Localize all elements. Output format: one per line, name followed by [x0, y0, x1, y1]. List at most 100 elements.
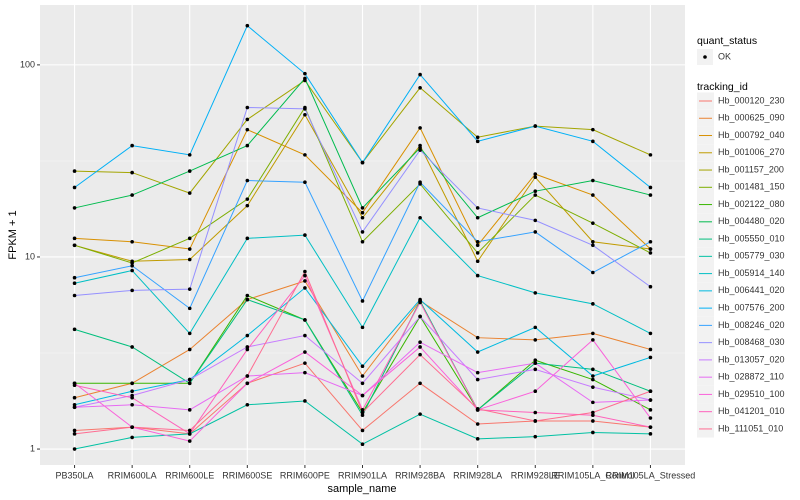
data-point	[360, 210, 365, 215]
data-point	[303, 112, 307, 117]
x-tick-label: RRIM901LA	[338, 470, 387, 480]
data-point	[187, 191, 192, 195]
legend-label: Hb_000625_090	[718, 113, 785, 123]
data-point	[187, 306, 192, 311]
data-point	[533, 358, 538, 363]
data-point	[72, 281, 77, 286]
data-point	[648, 239, 653, 244]
data-point	[533, 175, 538, 180]
data-point	[648, 284, 653, 289]
data-point	[360, 442, 365, 446]
data-point	[130, 389, 134, 394]
data-point	[591, 239, 595, 244]
color-legend-title: tracking_id	[697, 81, 748, 93]
legend-label: Hb_001481_150	[718, 182, 785, 192]
data-point	[591, 270, 595, 275]
data-point	[245, 374, 250, 378]
data-point	[72, 432, 77, 436]
data-point	[591, 430, 595, 435]
data-point	[72, 383, 77, 387]
data-point	[72, 405, 77, 410]
data-point	[591, 221, 595, 225]
x-tick-label: PB350LA	[56, 470, 94, 480]
x-axis-title: sample_name	[327, 483, 396, 495]
data-point	[533, 218, 538, 223]
data-point	[475, 259, 480, 264]
data-point	[130, 345, 134, 349]
legend-label: Hb_001006_270	[718, 147, 785, 157]
data-point	[418, 412, 422, 416]
data-point	[418, 72, 422, 77]
data-point	[360, 239, 365, 244]
data-point	[303, 180, 307, 185]
data-point	[187, 247, 192, 251]
data-point	[475, 243, 480, 248]
data-point	[245, 402, 250, 407]
data-point	[187, 432, 192, 436]
legend-label: Hb_002122_080	[718, 199, 785, 209]
data-point	[72, 447, 77, 451]
data-point	[533, 434, 538, 439]
data-point	[475, 135, 480, 140]
data-point	[245, 297, 250, 302]
data-point	[72, 275, 77, 280]
data-point	[591, 139, 595, 144]
data-point	[475, 215, 480, 220]
data-point	[303, 269, 307, 274]
data-point	[418, 352, 422, 357]
data-point	[130, 170, 134, 175]
data-point	[72, 402, 77, 407]
data-point	[245, 178, 250, 183]
data-point	[475, 377, 480, 382]
data-point	[591, 193, 595, 197]
data-point	[303, 333, 307, 338]
data-point	[187, 236, 192, 241]
data-point	[591, 367, 595, 372]
legend-label: Hb_111051_010	[718, 423, 783, 433]
legend-label: Hb_028872_110	[718, 372, 784, 382]
data-point	[72, 395, 77, 400]
data-point	[245, 105, 250, 110]
data-point	[533, 291, 538, 295]
data-point	[648, 432, 653, 436]
data-point	[475, 239, 480, 244]
data-point	[591, 127, 595, 132]
legend-label: Hb_029510_100	[718, 389, 785, 399]
y-tick-label: 10	[25, 251, 35, 261]
x-tick-label: RRIM105LA_Stressed	[606, 470, 696, 480]
data-point	[475, 437, 480, 441]
data-point	[648, 389, 653, 394]
data-point	[591, 374, 595, 378]
y-tick-label: 1	[30, 443, 35, 453]
legend-label: Hb_005779_030	[718, 251, 785, 261]
data-point	[591, 400, 595, 405]
legend-label: Hb_041201_010	[718, 406, 785, 416]
legend-label: Hb_000792_040	[718, 130, 785, 140]
data-point	[360, 410, 365, 415]
data-point	[648, 193, 653, 197]
data-point	[130, 263, 134, 268]
data-point	[533, 124, 538, 128]
data-point	[418, 314, 422, 319]
data-point	[130, 402, 134, 407]
data-point	[72, 169, 77, 173]
data-point	[72, 428, 77, 433]
data-point	[475, 335, 480, 340]
data-point	[648, 153, 653, 157]
data-point	[533, 193, 538, 197]
data-point	[533, 367, 538, 372]
data-point	[72, 185, 77, 190]
data-point	[475, 350, 480, 354]
data-point	[418, 297, 422, 302]
data-point	[72, 236, 77, 241]
data-point	[130, 193, 134, 197]
data-point	[245, 293, 250, 298]
data-point	[303, 71, 307, 76]
data-point	[475, 273, 480, 278]
data-point	[591, 410, 595, 415]
x-tick-label: RRIM105LA_Control	[551, 470, 634, 480]
data-point	[130, 381, 134, 386]
data-point	[130, 288, 134, 293]
legend-label: Hb_008246_020	[718, 320, 785, 330]
